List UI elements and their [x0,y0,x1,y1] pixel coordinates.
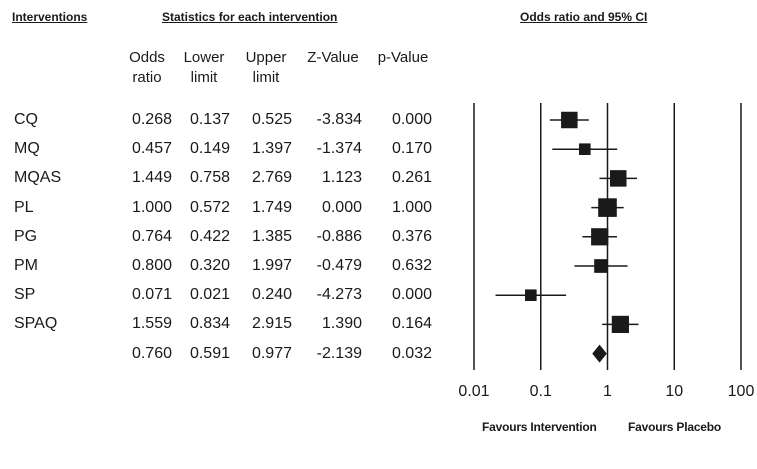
cell-or: 0.760 [131,344,172,362]
cell-z: -1.374 [316,140,362,158]
cell-upper: 0.240 [251,286,292,304]
cell-or: 0.764 [131,227,172,245]
cell-z: 1.390 [321,315,362,333]
x-tick-label: 1 [603,383,612,400]
summary-diamond [592,344,607,363]
row-label: PM [14,257,38,274]
row-label: CQ [14,111,38,128]
cell-upper: 2.915 [251,315,292,333]
interventions-header: Interventions [12,10,88,24]
cell-p: 0.164 [391,315,432,333]
cell-or: 1.000 [131,198,172,216]
favours-placebo-label: Favours Placebo [628,420,722,434]
cell-p: 1.000 [391,198,432,216]
col-head-line2: ratio [132,69,162,86]
cell-lower: 0.021 [189,286,230,304]
cell-lower: 0.758 [189,169,230,187]
cell-upper: 1.749 [251,198,292,216]
cell-lower: 0.137 [189,111,230,128]
col-head-upper-limit: Upper limit [240,48,292,88]
statistics-header: Statistics for each intervention [162,10,338,24]
row-label: SPAQ [14,315,58,333]
point-estimate-sp [525,289,537,301]
row-label: MQ [14,140,40,158]
cell-upper: 2.769 [251,169,292,187]
col-head-p-value: p-Value [368,48,438,68]
favours-intervention-label: Favours Intervention [482,420,597,434]
cell-z: 1.123 [321,169,362,187]
cell-lower: 0.572 [189,198,230,216]
point-estimate-pg [591,228,609,246]
cell-or: 0.800 [131,257,172,274]
x-tick-label: 0.01 [458,383,489,400]
cell-z: -3.834 [316,111,362,128]
row-label: MQAS [14,169,62,187]
x-tick-label: 10 [665,383,683,400]
row-label: PL [14,198,34,216]
cell-upper: 0.977 [251,344,292,362]
col-head-line2: limit [190,69,218,86]
cell-or: 0.268 [131,111,172,128]
col-head-line2: Z-Value [307,49,359,66]
cell-or: 1.559 [131,315,172,333]
col-head-line1: Lower [183,49,225,66]
row-label: SP [14,286,36,304]
cell-p: 0.032 [391,344,432,362]
cell-z: -0.479 [316,257,362,274]
col-head-line1: Upper [245,49,287,66]
cell-p: 0.632 [391,257,432,274]
cell-p: 0.170 [391,140,432,158]
cell-z: -4.273 [316,286,362,304]
col-head-lower-limit: Lower limit [178,48,230,88]
x-tick-label: 0.1 [530,383,552,400]
cell-p: 0.376 [391,227,432,245]
point-estimate-mq [578,143,591,155]
col-head-z-value: Z-Value [298,48,368,68]
row-label: PG [14,227,38,245]
cell-z: -0.886 [316,227,362,245]
cell-lower: 0.591 [189,344,230,362]
cell-or: 0.071 [131,286,172,304]
cell-z: -2.139 [316,344,362,362]
point-estimate-spaq [611,315,629,333]
point-estimate-pl [598,198,617,217]
cell-z: 0.000 [321,198,362,216]
point-estimate-cq [561,111,578,129]
cell-p: 0.000 [391,111,432,128]
col-head-line2: limit [252,69,280,86]
col-head-line1: Odds [129,49,165,66]
cell-lower: 0.149 [189,140,230,158]
cell-lower: 0.320 [189,257,230,274]
cell-lower: 0.422 [189,227,230,245]
point-estimate-mqas [610,170,627,187]
cell-or: 1.449 [131,169,172,187]
cell-upper: 1.397 [251,140,292,158]
cell-or: 0.457 [131,140,172,158]
x-tick-label: 100 [728,383,755,400]
cell-upper: 1.997 [251,257,292,274]
cell-upper: 1.385 [251,227,292,245]
cell-lower: 0.834 [189,315,230,333]
point-estimate-pm [594,259,608,273]
col-head-odds-ratio: Odds ratio [122,48,172,88]
cell-p: 0.000 [391,286,432,304]
cell-p: 0.261 [391,169,432,187]
col-head-line2: p-Value [377,49,429,66]
odds-ratio-ci-header: Odds ratio and 95% CI [520,10,648,24]
cell-upper: 0.525 [251,111,292,128]
